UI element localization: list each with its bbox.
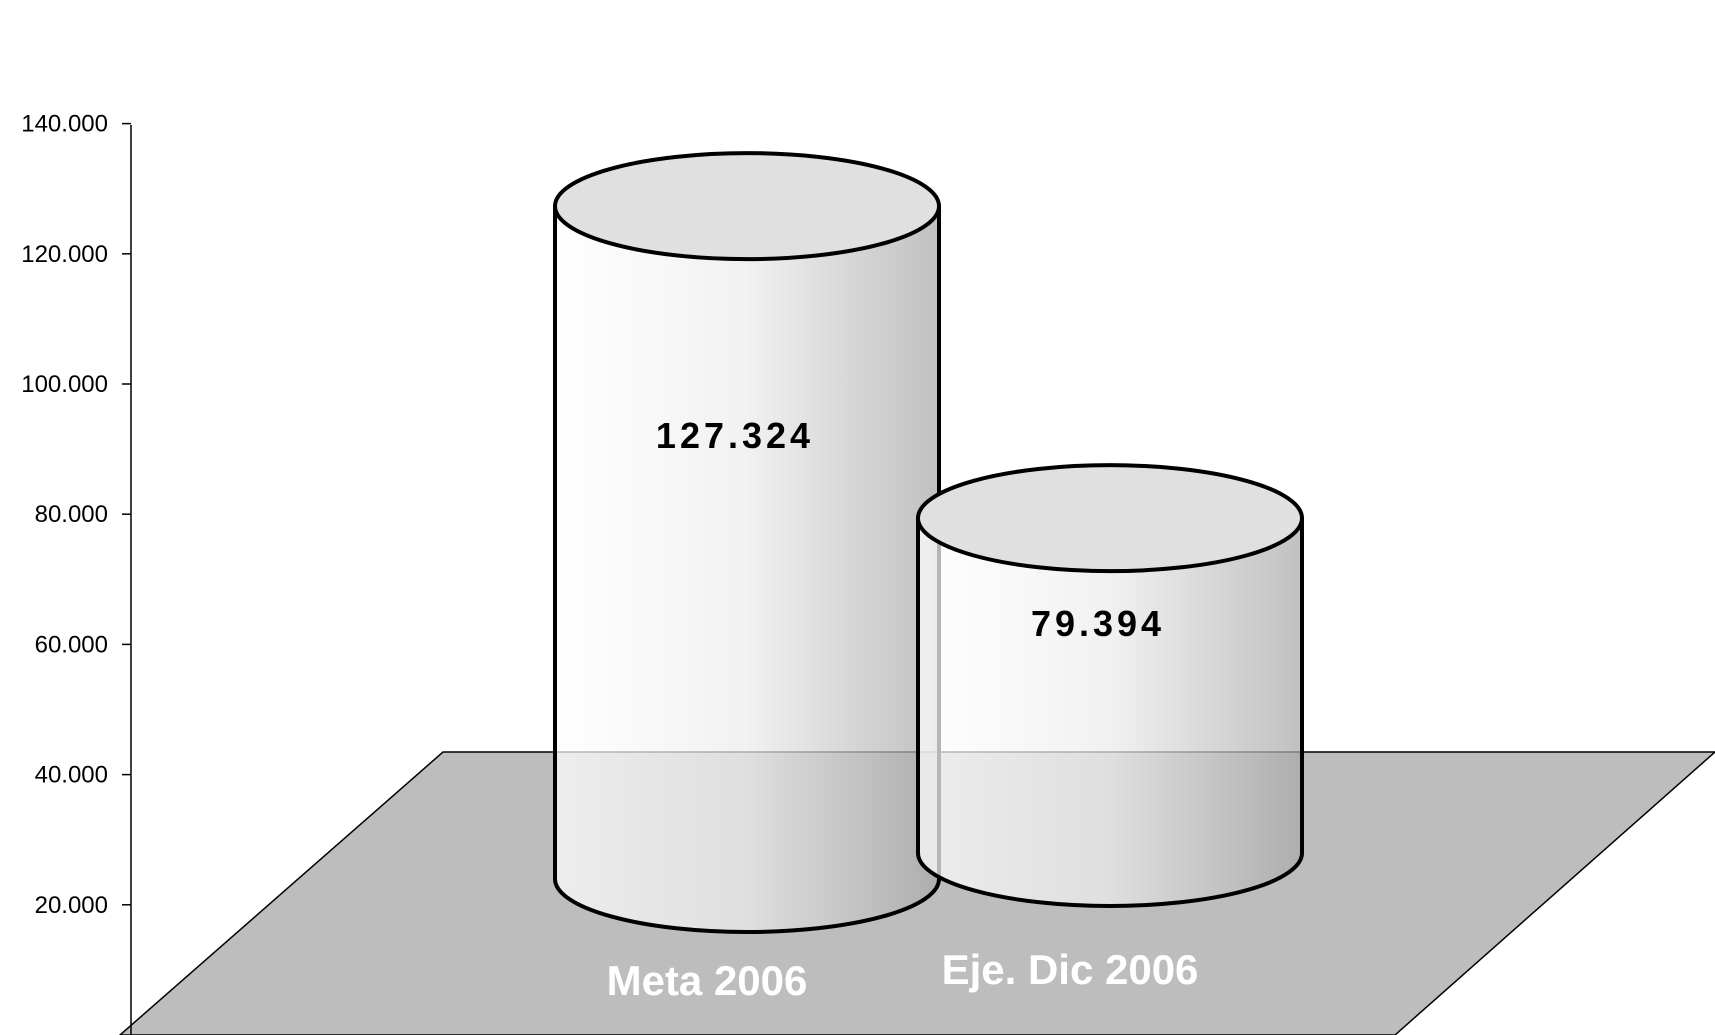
bar-1: 127.324 Meta 2006 [553, 151, 941, 1004]
bar-2: 79.394 Eje. Dic 2006 [916, 463, 1304, 993]
y-tick-label: 120.000 [21, 241, 108, 268]
y-tick-label: 80.000 [35, 501, 108, 528]
bars: 127.324 Meta 2006 79.394 Eje. Dic 2006 [553, 151, 1304, 1004]
bar-body [916, 516, 1304, 908]
y-tick-label: 140.000 [21, 111, 108, 138]
data-label: 79.394 [1031, 603, 1165, 644]
y-tick-label: 100.000 [21, 371, 108, 398]
y-tick-label: 20.000 [35, 892, 108, 919]
y-axis-ticks: 20.000 40.000 60.000 80.000 100.000 120.000 14… [21, 111, 131, 919]
category-label: Eje. Dic 2006 [942, 946, 1199, 993]
category-label: Meta 2006 [607, 957, 808, 1004]
bar-top [553, 151, 941, 262]
y-tick-label: 60.000 [35, 631, 108, 658]
bar-body [553, 204, 941, 934]
y-tick-label: 40.000 [35, 762, 108, 789]
bar-top [916, 463, 1304, 574]
data-label: 127.324 [656, 415, 814, 456]
